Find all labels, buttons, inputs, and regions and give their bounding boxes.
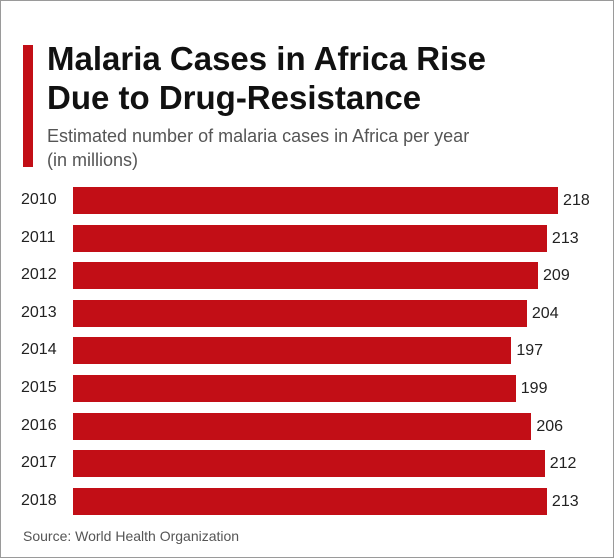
y-tick-label: 2014 bbox=[21, 341, 57, 359]
bar bbox=[73, 262, 539, 290]
y-tick-label: 2017 bbox=[21, 454, 57, 472]
data-label: 212 bbox=[549, 455, 577, 473]
data-label: 204 bbox=[531, 304, 559, 322]
data-label: 213 bbox=[551, 492, 579, 510]
bar bbox=[73, 187, 559, 214]
data-label: 218 bbox=[563, 192, 590, 209]
bar bbox=[73, 375, 516, 402]
y-tick-label: 2015 bbox=[21, 379, 57, 396]
bar bbox=[73, 487, 547, 515]
data-label: 206 bbox=[536, 417, 564, 435]
bar bbox=[73, 450, 545, 478]
chart-subtitle: Estimated number of malaria cases in Afr… bbox=[47, 126, 470, 170]
data-label: 197 bbox=[516, 342, 544, 360]
bar bbox=[73, 299, 527, 327]
chart-title: Malaria Cases in Africa Rise Due to Drug… bbox=[47, 40, 486, 116]
y-tick-label: 2012 bbox=[21, 266, 57, 284]
source-note: Source: World Health Organization bbox=[23, 528, 240, 544]
data-label: 209 bbox=[543, 267, 570, 285]
bar bbox=[73, 337, 512, 365]
y-tick-label: 2016 bbox=[21, 416, 57, 434]
data-label: 199 bbox=[520, 380, 548, 397]
bar bbox=[73, 412, 532, 440]
y-tick-label: 2010 bbox=[21, 191, 57, 208]
accent-bar bbox=[23, 45, 33, 167]
y-tick-label: 2013 bbox=[21, 303, 57, 321]
y-tick-label: 2011 bbox=[21, 228, 56, 246]
data-label: 213 bbox=[551, 229, 579, 247]
bar bbox=[73, 224, 547, 252]
y-tick-label: 2018 bbox=[21, 491, 57, 509]
